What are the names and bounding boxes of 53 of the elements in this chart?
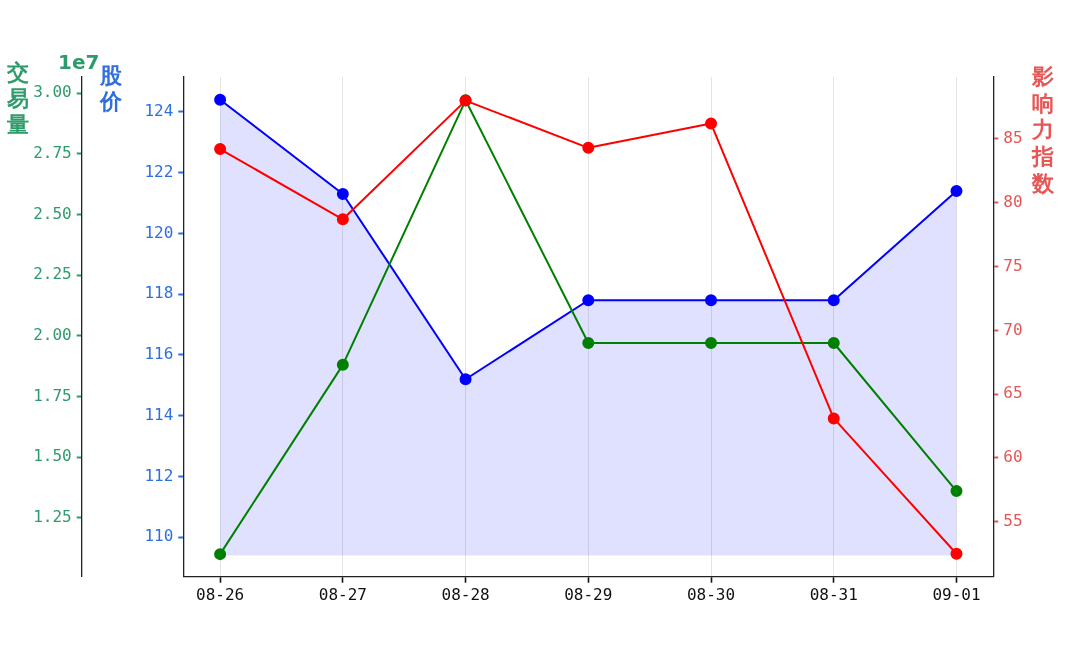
x-tick-label: 08-31 xyxy=(809,585,858,605)
text: 1e7 xyxy=(58,50,100,74)
x-tick-label: 08-26 xyxy=(196,585,245,605)
point xyxy=(459,373,472,386)
y-axis-title: 股价 xyxy=(99,63,122,115)
y-tick-label: 122 xyxy=(144,161,174,181)
point xyxy=(582,294,595,307)
point xyxy=(336,213,349,226)
y2-tick-label: 65 xyxy=(1003,383,1023,403)
point xyxy=(950,184,963,197)
point xyxy=(950,547,963,560)
point xyxy=(950,485,963,498)
y-tick-label: 116 xyxy=(144,344,174,364)
y3-tick-label: 1.50 xyxy=(33,446,72,466)
point xyxy=(582,336,595,349)
y3-axis-title: 交易量 xyxy=(6,60,29,138)
x-tick-label: 09-01 xyxy=(932,585,981,605)
y-tick-label: 110 xyxy=(144,526,174,546)
y2-axis-title: 影响力指数 xyxy=(1031,64,1054,198)
point xyxy=(827,412,840,425)
y3-tick-label: 1.25 xyxy=(33,506,72,526)
point xyxy=(705,117,718,130)
point xyxy=(827,294,840,307)
y2-tick-label: 75 xyxy=(1003,255,1023,275)
y2-tick-label: 55 xyxy=(1003,510,1023,530)
y-tick-label: 112 xyxy=(144,465,174,485)
y3-tick-label: 2.50 xyxy=(33,203,72,223)
y-tick-label: 120 xyxy=(144,222,174,242)
x-tick-label: 08-29 xyxy=(564,585,613,605)
y2-tick-label: 70 xyxy=(1003,319,1023,339)
x-tick-label: 08-27 xyxy=(318,585,367,605)
y2-tick-label: 60 xyxy=(1003,447,1023,467)
y3-tick-label: 3.00 xyxy=(33,82,72,102)
point xyxy=(705,336,718,349)
y3-tick-label: 1.75 xyxy=(33,385,72,405)
point xyxy=(336,187,349,200)
point xyxy=(214,143,227,156)
point xyxy=(214,93,227,106)
point xyxy=(336,358,349,371)
point xyxy=(705,294,718,307)
y2-tick-label: 80 xyxy=(1003,191,1023,211)
y3-tick-label: 2.00 xyxy=(33,324,72,344)
y3-tick-label: 2.25 xyxy=(33,264,72,284)
point xyxy=(214,548,227,561)
y-tick-label: 124 xyxy=(144,101,174,121)
y-tick-label: 114 xyxy=(144,404,174,424)
y3-tick-label: 2.75 xyxy=(33,142,72,162)
point xyxy=(582,141,595,154)
x-tick-label: 08-30 xyxy=(686,585,736,605)
y-tick-label: 118 xyxy=(144,283,174,303)
x-tick-label: 08-28 xyxy=(441,585,490,605)
point xyxy=(827,336,840,349)
y2-tick-label: 85 xyxy=(1003,128,1023,148)
